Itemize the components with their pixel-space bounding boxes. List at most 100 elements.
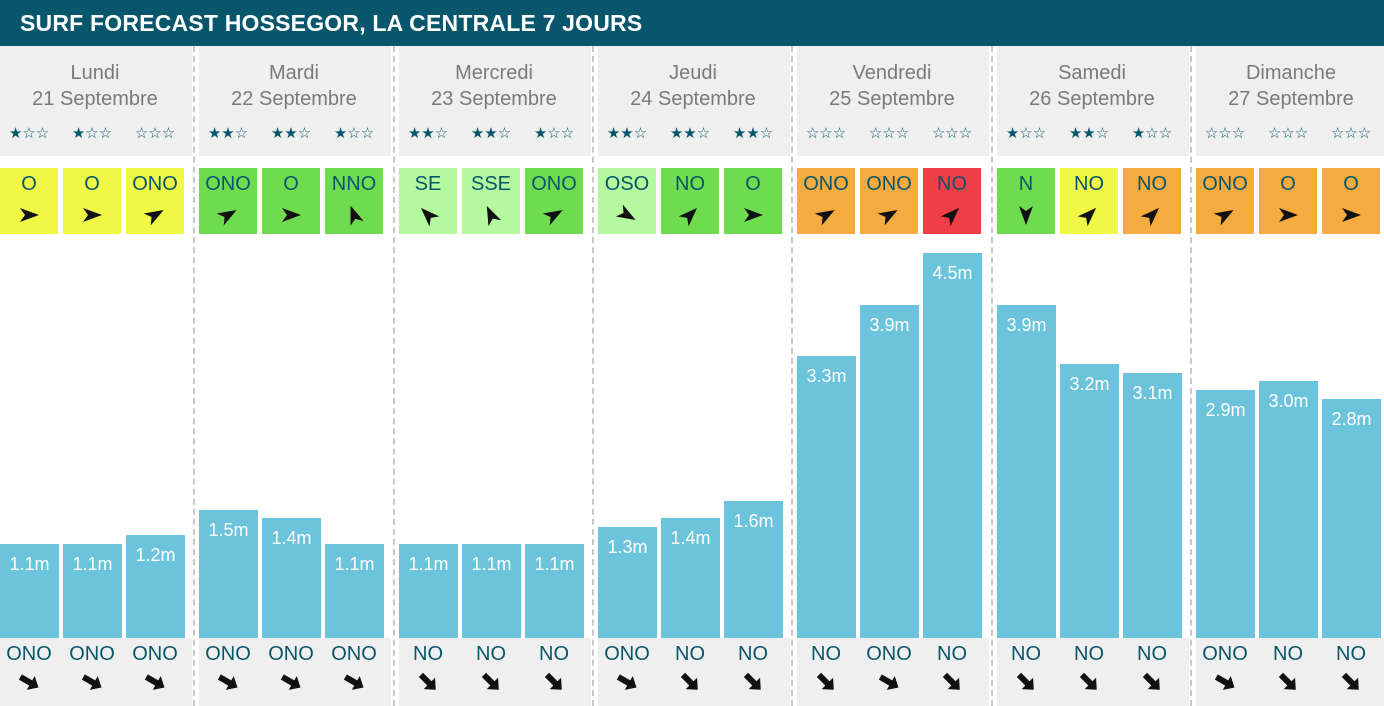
wind-arrow-icon	[542, 203, 566, 227]
wave-height-label: 3.9m	[1006, 315, 1047, 335]
day-name: Dimanche 27 Septembre	[1196, 60, 1384, 112]
wind-direction-label: ONO	[803, 173, 849, 195]
wind-arrow-icon	[342, 203, 366, 227]
wave-height-bar: 1.1m	[0, 544, 59, 638]
swell-direction-label: ONO	[866, 643, 912, 665]
wind-direction-label: ONO	[132, 173, 178, 195]
wind-arrow-icon	[216, 203, 240, 227]
wave-height-label: 1.2m	[135, 545, 176, 565]
wave-height-label: 2.9m	[1205, 400, 1246, 420]
day-divider	[1190, 46, 1192, 706]
swell-arrow-icon	[1213, 670, 1237, 694]
wave-height-bar: 1.4m	[262, 518, 321, 638]
swell-arrow-icon	[877, 670, 901, 694]
wind-box: NO	[661, 168, 719, 234]
swell-direction-label: ONO	[604, 643, 650, 665]
wind-arrow-icon	[479, 203, 503, 227]
wind-direction-label: NO	[1074, 173, 1104, 195]
wind-direction-label: ONO	[866, 173, 912, 195]
wind-arrow-icon	[80, 203, 104, 227]
wind-box: ONO	[860, 168, 918, 234]
wind-arrow-icon	[416, 203, 440, 227]
day-header-bg	[1196, 46, 1384, 156]
wind-direction-label: O	[1280, 173, 1296, 195]
swell-arrow-icon	[342, 670, 366, 694]
day-header-bg	[199, 46, 391, 156]
wave-height-label: 1.4m	[670, 528, 711, 548]
wind-arrow-icon	[1077, 203, 1101, 227]
star-rating: ★★☆	[270, 125, 312, 142]
wave-height-label: 1.1m	[534, 554, 575, 574]
swell-direction-label: ONO	[205, 643, 251, 665]
day-name: Mardi 22 Septembre	[199, 60, 389, 112]
star-rating: ☆☆☆	[805, 125, 847, 142]
wave-height-label: 1.6m	[733, 511, 774, 531]
wind-box: ONO	[1196, 168, 1254, 234]
wind-box: ONO	[199, 168, 257, 234]
star-rating: ★★☆	[407, 125, 449, 142]
wind-arrow-icon	[877, 203, 901, 227]
day-date-label: 21 Septembre	[32, 88, 158, 110]
wave-height-bar: 3.3m	[797, 356, 856, 638]
wave-height-label: 3.1m	[1132, 383, 1173, 403]
day-name-label: Dimanche	[1245, 62, 1337, 84]
wind-arrow-icon	[279, 203, 303, 227]
wind-arrow-icon	[1014, 203, 1038, 227]
swell-direction-label: NO	[1336, 643, 1366, 665]
day-name-label: Mercredi	[455, 62, 533, 84]
swell-direction-label: ONO	[6, 643, 52, 665]
day-header-bg	[997, 46, 1189, 156]
wind-box: O	[63, 168, 121, 234]
swell-arrow-icon	[1140, 670, 1164, 694]
swell-arrow-icon	[216, 670, 240, 694]
swell-arrow-icon	[479, 670, 503, 694]
star-rating: ★☆☆	[533, 125, 575, 142]
wind-box: NO	[923, 168, 981, 234]
wind-direction-label: ONO	[1202, 173, 1248, 195]
wave-height-label: 1.1m	[334, 554, 375, 574]
wave-height-bar: 1.1m	[325, 544, 384, 638]
wind-direction-label: SE	[414, 173, 442, 195]
wave-height-bar: 2.8m	[1322, 399, 1381, 638]
wind-box: O	[0, 168, 58, 234]
star-rating: ★☆☆	[1005, 125, 1047, 142]
wind-box: OSO	[598, 168, 656, 234]
star-rating: ☆☆☆	[868, 125, 910, 142]
wave-height-label: 1.3m	[607, 537, 648, 557]
wind-direction-label: SSE	[470, 173, 512, 195]
star-rating: ☆☆☆	[134, 125, 176, 142]
star-rating: ★★☆	[732, 125, 774, 142]
wind-arrow-icon	[17, 203, 41, 227]
day-name-label: Lundi	[70, 62, 120, 84]
wave-height-bar: 1.3m	[598, 527, 657, 638]
wind-box: O	[724, 168, 782, 234]
wind-arrow-icon	[940, 203, 964, 227]
star-rating: ★★☆	[470, 125, 512, 142]
swell-row-bg	[598, 638, 790, 706]
day-divider	[592, 46, 594, 706]
day-name: Lundi 21 Septembre	[0, 60, 190, 112]
day-header-bg	[0, 46, 192, 156]
wind-arrow-icon	[1140, 203, 1164, 227]
page-title: SURF FORECAST HOSSEGOR, LA CENTRALE 7 JO…	[20, 10, 643, 36]
wave-height-bar: 1.1m	[462, 544, 521, 638]
swell-row-bg	[399, 638, 591, 706]
wave-height-bar: 1.5m	[199, 510, 258, 638]
wind-arrow-icon	[143, 203, 167, 227]
wave-height-bar: 3.0m	[1259, 381, 1318, 638]
swell-arrow-icon	[1014, 670, 1038, 694]
swell-arrow-icon	[940, 670, 964, 694]
wind-box: ONO	[525, 168, 583, 234]
swell-arrow-icon	[615, 670, 639, 694]
day-header-bg	[399, 46, 591, 156]
wind-arrow-icon	[1276, 203, 1300, 227]
wave-height-label: 1.1m	[471, 554, 512, 574]
wind-direction-label: OSO	[604, 173, 650, 195]
wave-height-bar: 1.1m	[399, 544, 458, 638]
swell-arrow-icon	[17, 670, 41, 694]
swell-direction-label: ONO	[1202, 643, 1248, 665]
swell-direction-label: NO	[937, 643, 967, 665]
wind-direction-label: N	[1018, 173, 1034, 195]
day-divider	[991, 46, 993, 706]
swell-direction-label: NO	[1137, 643, 1167, 665]
